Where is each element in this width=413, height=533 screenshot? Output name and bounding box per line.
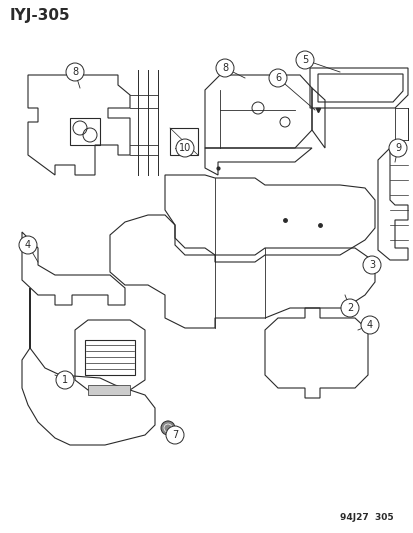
Text: 4: 4 (25, 240, 31, 250)
Circle shape (166, 426, 183, 444)
Text: 4: 4 (366, 320, 372, 330)
Circle shape (360, 316, 378, 334)
Circle shape (362, 256, 380, 274)
Circle shape (295, 51, 313, 69)
Text: 1: 1 (62, 375, 68, 385)
Text: 3: 3 (368, 260, 374, 270)
Circle shape (216, 59, 233, 77)
Polygon shape (88, 385, 130, 395)
Circle shape (161, 421, 175, 435)
Circle shape (19, 236, 37, 254)
Text: IYJ-305: IYJ-305 (10, 8, 71, 23)
Text: 6: 6 (274, 73, 280, 83)
Circle shape (176, 139, 194, 157)
Circle shape (340, 299, 358, 317)
Text: 9: 9 (394, 143, 400, 153)
Circle shape (56, 371, 74, 389)
Text: 94J27  305: 94J27 305 (339, 513, 393, 522)
Circle shape (66, 63, 84, 81)
Circle shape (268, 69, 286, 87)
Text: 8: 8 (72, 67, 78, 77)
Circle shape (388, 139, 406, 157)
Text: 5: 5 (301, 55, 307, 65)
Text: 10: 10 (178, 143, 191, 153)
Text: 2: 2 (346, 303, 352, 313)
Text: 8: 8 (221, 63, 228, 73)
Text: 7: 7 (171, 430, 178, 440)
